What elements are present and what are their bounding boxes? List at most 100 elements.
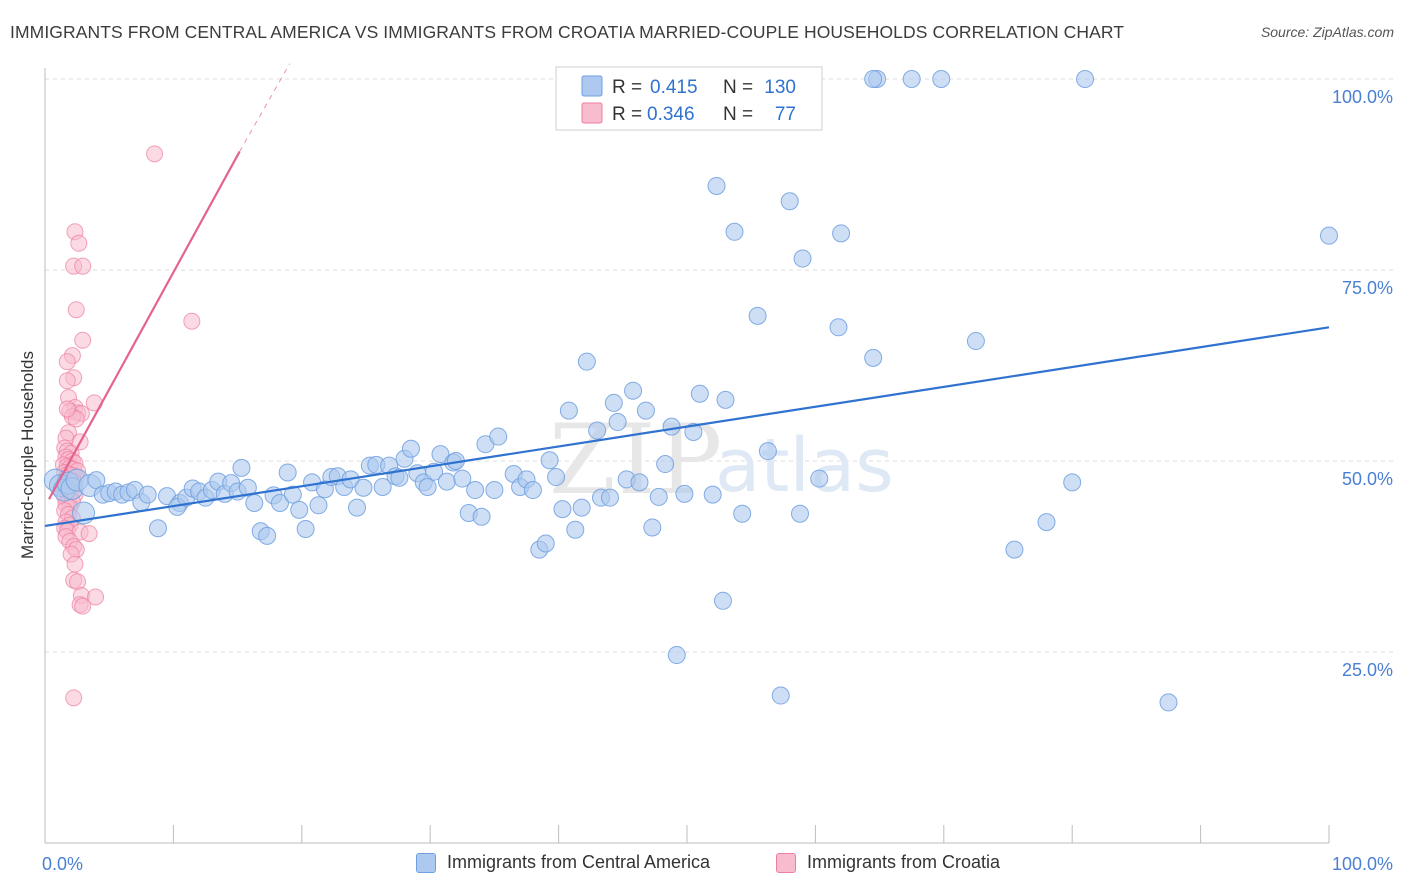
central-america-point xyxy=(418,477,437,496)
central-america-point xyxy=(547,468,566,487)
central-america-point xyxy=(540,451,559,470)
central-america-point xyxy=(296,519,315,538)
tick-labels: 100.0% 75.0% 50.0% 25.0% 0.0% 100.0% xyxy=(42,87,1393,874)
legend-swatch-pink xyxy=(776,852,796,873)
central-america-point xyxy=(485,481,504,500)
chart-title: IMMIGRANTS FROM CENTRAL AMERICA VS IMMIG… xyxy=(10,22,1125,42)
central-america-point xyxy=(832,224,851,243)
central-america-point xyxy=(600,488,619,507)
central-america-point xyxy=(431,445,450,464)
legend-pink-n-label: N = xyxy=(723,104,753,125)
croatia-trendline-extension xyxy=(239,63,291,152)
croatia-points xyxy=(54,145,201,707)
legend-label-croatia: Immigrants from Croatia xyxy=(807,852,1001,872)
legend-pink-n-value: 77 xyxy=(775,104,796,125)
x-tick-label: 100.0% xyxy=(1332,854,1393,874)
x-tick-label: 0.0% xyxy=(42,854,83,874)
central-america-point xyxy=(1159,693,1178,712)
watermark-atlas: atlas xyxy=(715,423,894,509)
central-america-point xyxy=(245,494,264,513)
central-america-point xyxy=(684,422,703,441)
croatia-point xyxy=(146,145,164,163)
croatia-point xyxy=(74,331,92,349)
central-america-point xyxy=(758,442,777,461)
central-america-point xyxy=(707,176,726,195)
central-america-point xyxy=(667,646,686,665)
croatia-trendline xyxy=(48,151,241,500)
central-america-point xyxy=(1005,540,1024,559)
central-america-point xyxy=(604,393,623,412)
croatia-point xyxy=(70,234,88,252)
central-america-point xyxy=(1037,513,1056,532)
croatia-point xyxy=(74,257,92,275)
central-america-point xyxy=(733,504,752,523)
central-america-point xyxy=(771,686,790,705)
central-america-point xyxy=(283,485,302,504)
central-america-point xyxy=(780,192,799,211)
legend-blue-n-label: N = xyxy=(723,77,753,98)
central-america-point xyxy=(864,348,883,367)
central-america-point xyxy=(716,390,735,409)
gridlines xyxy=(45,78,1393,653)
croatia-point xyxy=(74,597,92,615)
watermark: ZIP atlas xyxy=(549,404,894,516)
central-america-point xyxy=(1076,70,1095,88)
central-america-point xyxy=(536,534,555,553)
legend-bottom: Immigrants from Central America Immigran… xyxy=(0,852,1406,878)
legend-item-central-america: Immigrants from Central America xyxy=(416,852,710,873)
central-america-point xyxy=(829,318,848,337)
central-america-point xyxy=(278,463,297,482)
croatia-point xyxy=(80,525,98,543)
central-america-point xyxy=(523,481,542,500)
legend-item-croatia: Immigrants from Croatia xyxy=(776,852,1000,873)
source-label: Source: ZipAtlas.com xyxy=(1260,24,1394,40)
central-america-point xyxy=(553,500,572,519)
central-america-point xyxy=(703,485,722,504)
central-america-point xyxy=(472,507,491,526)
central-america-point xyxy=(489,427,508,446)
legend-blue-n-value: 130 xyxy=(764,77,796,98)
watermark-zip: ZIP xyxy=(549,404,724,516)
y-tick-label: 100.0% xyxy=(1332,87,1393,107)
central-america-point xyxy=(1320,226,1338,245)
central-america-point xyxy=(290,500,309,519)
y-tick-label: 50.0% xyxy=(1342,469,1393,489)
central-america-point xyxy=(390,468,409,487)
central-america-point xyxy=(270,494,289,513)
central-america-point xyxy=(566,520,585,539)
central-america-point xyxy=(643,518,662,537)
central-america-point xyxy=(790,504,809,523)
legend-top: R = 0.415 N = 130 R = 0.346 N = 77 xyxy=(555,66,823,131)
legend-pink-r-label: R = xyxy=(612,104,642,125)
central-america-point xyxy=(966,332,985,351)
axes xyxy=(44,68,1330,844)
croatia-point xyxy=(58,372,76,390)
croatia-point xyxy=(65,689,83,707)
central-america-point xyxy=(559,401,578,420)
legend-pink-r-value: 0.346 xyxy=(647,104,695,125)
central-america-point xyxy=(437,472,456,491)
central-america-point xyxy=(649,487,668,506)
central-america-point xyxy=(675,484,694,503)
central-america-point xyxy=(793,249,812,268)
central-america-point xyxy=(662,417,681,436)
central-america-point xyxy=(932,70,951,88)
central-america-point xyxy=(1063,473,1082,492)
central-america-point xyxy=(902,70,921,88)
croatia-point xyxy=(58,400,76,418)
legend-pink-swatch xyxy=(581,102,603,124)
central-america-point xyxy=(348,498,367,517)
central-america-point xyxy=(577,352,596,371)
central-america-point xyxy=(401,439,420,458)
central-america-point xyxy=(864,70,883,88)
legend-label-central-america: Immigrants from Central America xyxy=(447,852,711,872)
croatia-point xyxy=(183,312,201,330)
central-america-point xyxy=(748,306,767,325)
legend-blue-r-value: 0.415 xyxy=(650,77,698,98)
central-america-point xyxy=(656,455,675,474)
central-america-point xyxy=(630,473,649,492)
croatia-point xyxy=(58,353,76,371)
central-america-point xyxy=(588,421,607,440)
central-america-point xyxy=(713,591,732,610)
